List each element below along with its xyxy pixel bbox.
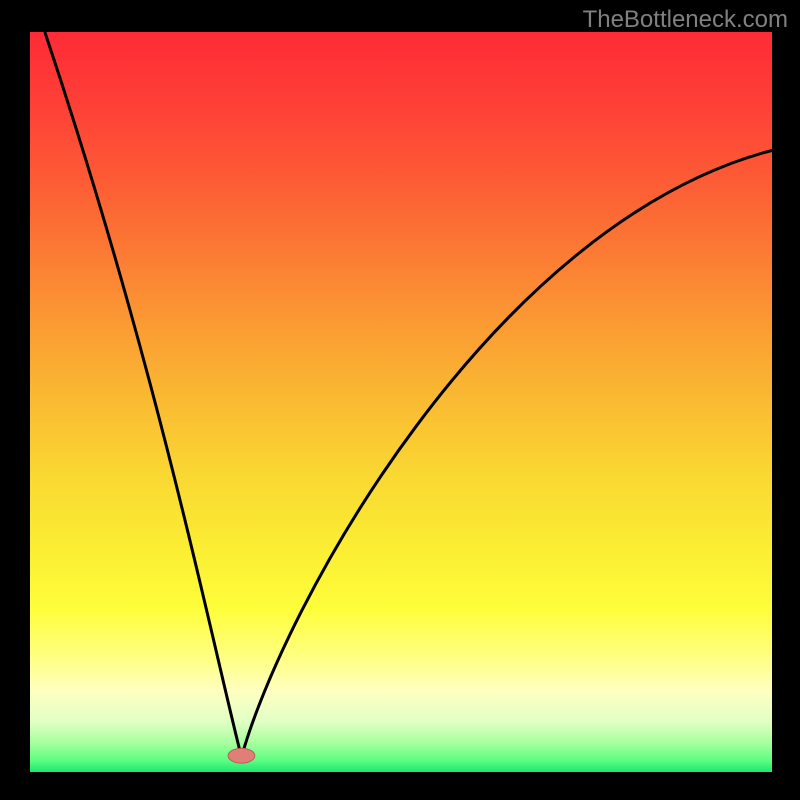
bottleneck-chart [30,32,772,772]
watermark-text: TheBottleneck.com [583,6,788,34]
minimum-marker [228,748,255,763]
gradient-background [30,32,772,772]
